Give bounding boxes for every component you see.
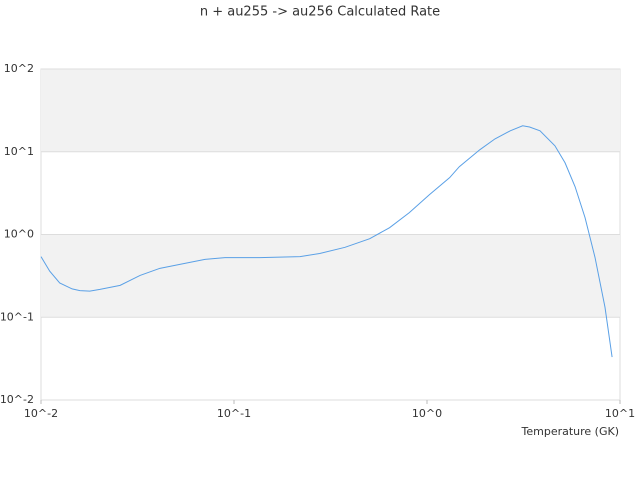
grid-band [41, 69, 620, 152]
grid-band [41, 234, 620, 318]
x-tick-label: 10^-2 [24, 407, 58, 420]
x-tick-label: 10^1 [605, 407, 635, 420]
y-tick-label: 10^-1 [0, 310, 34, 323]
x-axis-label: Temperature (GK) [521, 425, 620, 438]
x-tick-label: 10^-1 [217, 407, 251, 420]
y-tick-label: 10^-2 [0, 393, 34, 406]
y-tick-label: 10^2 [4, 62, 34, 75]
y-tick-label: 10^1 [4, 145, 34, 158]
data-line [40, 125, 613, 358]
chart-title: n + au255 -> au256 Calculated Rate [200, 5, 440, 20]
y-tick-label: 10^0 [4, 228, 34, 241]
x-tick-label: 10^0 [412, 407, 442, 420]
